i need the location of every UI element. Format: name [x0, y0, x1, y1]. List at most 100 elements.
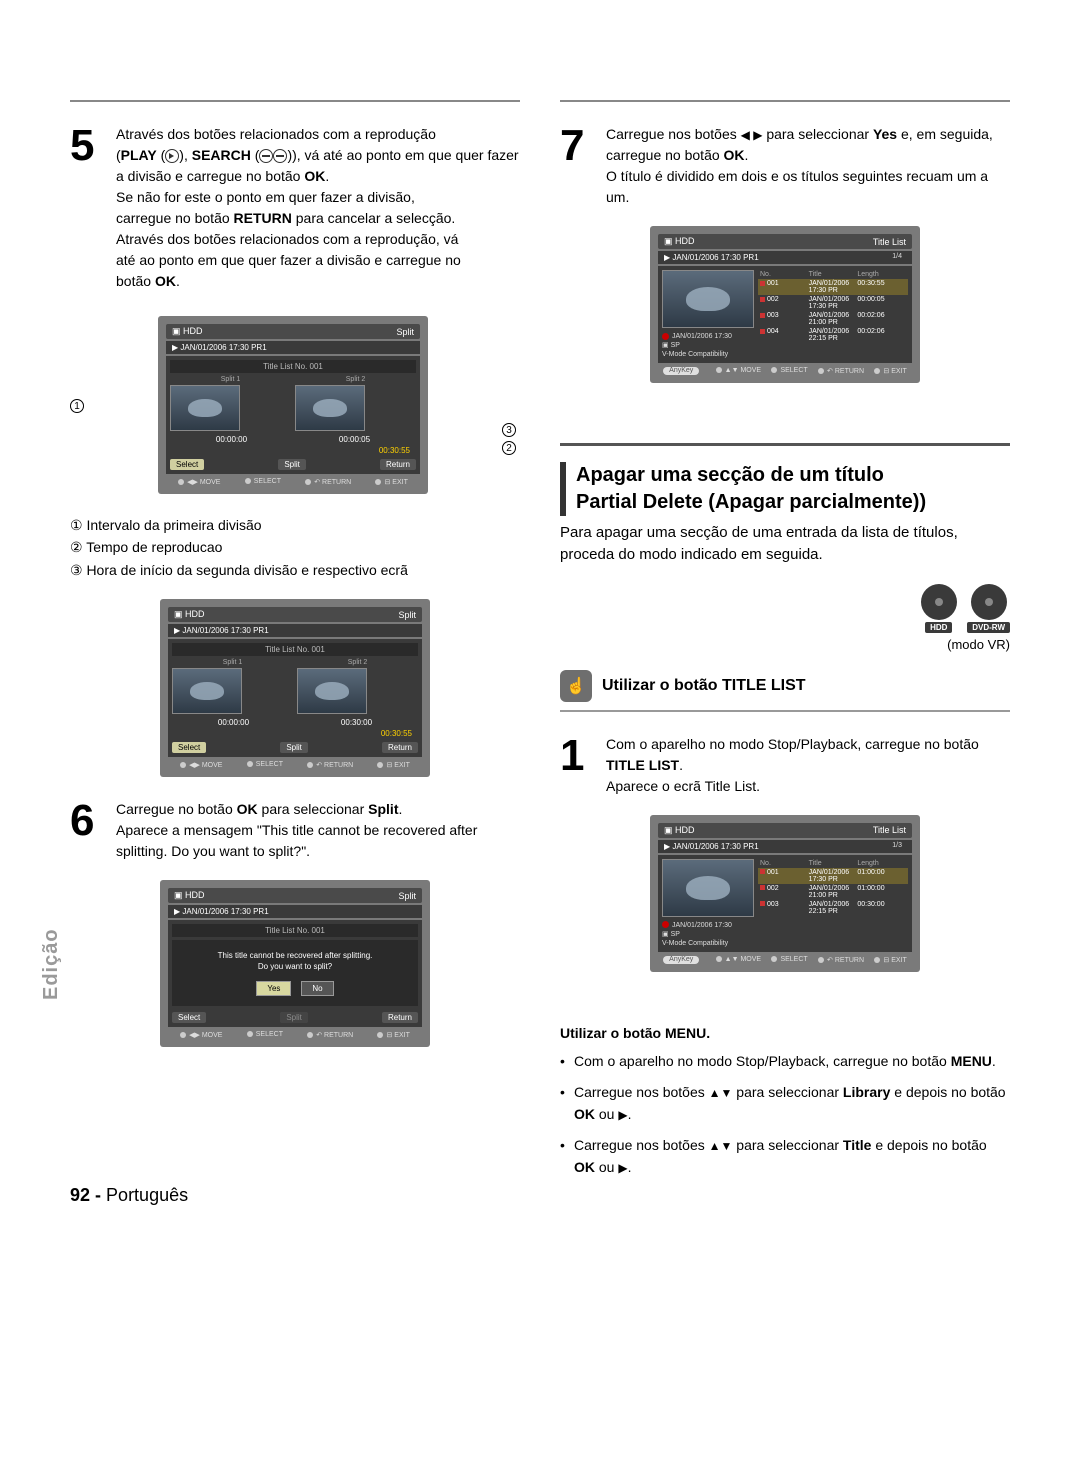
- disc-icons: HDD DVD-RW: [560, 584, 1010, 633]
- tl-row-2[interactable]: 002JAN/01/2006 17:30 PR00:00:05: [758, 295, 908, 311]
- tl-vmode: V-Mode Compatibility: [662, 350, 754, 359]
- search-fwd-icon: [273, 149, 287, 163]
- th-title: Title: [809, 271, 858, 278]
- osd2-s1: Split 1: [172, 659, 293, 666]
- tl-info: JAN/01/2006 17:30 ▣ SP V-Mode Compatibil…: [662, 332, 754, 359]
- s6-c: .: [399, 801, 403, 817]
- dialog-no[interactable]: No: [301, 981, 333, 996]
- tlb-row-3[interactable]: 003JAN/01/2006 22:15 PR00:30:00: [758, 900, 908, 916]
- f-return: RETURN: [324, 762, 353, 769]
- split2-label: Split 2: [295, 376, 416, 383]
- tlb-sp: SP: [671, 931, 680, 938]
- osd-hdd: HDD: [183, 326, 203, 336]
- osd2-btn-return[interactable]: Return: [382, 742, 418, 753]
- section-bar: [560, 462, 566, 516]
- osd2-t2: 00:30:00: [341, 718, 372, 727]
- osd-listno: Title List No. 001: [170, 360, 416, 373]
- s6-ok: OK: [237, 801, 258, 817]
- tlf-return: RETURN: [835, 368, 864, 375]
- search-back-icon: [259, 149, 273, 163]
- subsection-row: ☝ Utilizar o botão TITLE LIST: [560, 670, 1010, 702]
- callout-3: 3: [502, 423, 516, 437]
- tlb-row-2[interactable]: 002JAN/01/2006 21:00 PR01:00:00: [758, 884, 908, 900]
- hand-icon: ☝: [560, 670, 592, 702]
- hdd-disc-icon: HDD: [921, 584, 957, 633]
- osd3-sel: Select: [172, 1012, 206, 1023]
- tl-row-1[interactable]: 001JAN/01/2006 17:30 PR00:30:55: [758, 279, 908, 295]
- tlb-row-1[interactable]: 001JAN/01/2006 17:30 PR01:00:00: [758, 868, 908, 884]
- osd3-hdd: HDD: [185, 890, 205, 900]
- legend: ① Intervalo da primeira divisão ② Tempo …: [70, 514, 520, 581]
- thb-no: No.: [760, 860, 809, 867]
- osd2-s2: Split 2: [297, 659, 418, 666]
- tlb-title: Title List: [873, 825, 906, 835]
- right-arrow-icon-2: [618, 1159, 627, 1175]
- right-column: 7 Carregue nos botões para seleccionar Y…: [560, 100, 1010, 1186]
- dvdrw-disc-icon: DVD-RW: [967, 584, 1010, 633]
- step-1-text: Com o aparelho no modo Stop/Playback, ca…: [606, 734, 1010, 797]
- rec-icon: [662, 333, 669, 340]
- tlb-vmode: V-Mode Compatibility: [662, 939, 754, 948]
- tlbf-select: SELECT: [780, 956, 807, 963]
- osd3-split: Split: [280, 1012, 308, 1023]
- tlb-thumb: [662, 859, 754, 917]
- step-1: 1 Com o aparelho no modo Stop/Playback, …: [560, 734, 1010, 797]
- s7-l2: O título é dividido em dois e os títulos…: [606, 168, 988, 205]
- tlb-info: JAN/01/2006 17:30 ▣ SP V-Mode Compatibil…: [662, 921, 754, 948]
- dialog-yes[interactable]: Yes: [256, 981, 291, 996]
- step-5-text: Através dos botões relacionados com a re…: [116, 124, 520, 292]
- osd-split-dialog: ▣ HDDSplit ▶ JAN/01/2006 17:30 PR1 Title…: [160, 880, 430, 1047]
- line: Através dos botões relacionados com a re…: [116, 231, 458, 247]
- legend-3: ③ Hora de início da segunda divisão e re…: [70, 559, 520, 581]
- tl-row-4[interactable]: 004JAN/01/2006 22:15 PR00:02:06: [758, 327, 908, 343]
- tlb-date: JAN/01/2006 17:30: [672, 922, 732, 929]
- tl-sub: JAN/01/2006 17:30 PR1: [672, 253, 758, 262]
- ok-label: OK: [304, 168, 325, 184]
- osd3-ret: Return: [382, 1012, 418, 1023]
- step-5: 5 Através dos botões relacionados com a …: [70, 124, 520, 292]
- osd-btn-split[interactable]: Split: [278, 459, 306, 470]
- up-down-icon: [709, 1084, 733, 1100]
- foot-move: MOVE: [200, 479, 221, 486]
- osd2-thumb2: [297, 668, 367, 714]
- left-column: 5 Através dos botões relacionados com a …: [70, 100, 520, 1186]
- osd-btn-return[interactable]: Return: [380, 459, 416, 470]
- line: Se não for este o ponto em quer fazer a …: [116, 189, 415, 205]
- line: até ao ponto em que quer fazer a divisão…: [116, 252, 461, 268]
- tl-row-3[interactable]: 003JAN/01/2006 21:00 PR00:02:06: [758, 311, 908, 327]
- page-footer: 92 - Português: [70, 1185, 188, 1206]
- osd-btn-select[interactable]: Select: [170, 459, 204, 470]
- tlbf-exit: EXIT: [891, 957, 907, 964]
- osd2-btn-split[interactable]: Split: [280, 742, 308, 753]
- osd3-sub: JAN/01/2006 17:30 PR1: [182, 907, 268, 916]
- step-7-text: Carregue nos botões para seleccionar Yes…: [606, 124, 1010, 208]
- s6-a: Carregue no botão: [116, 801, 237, 817]
- split2-thumb: [295, 385, 365, 431]
- tlf-move: MOVE: [740, 367, 761, 374]
- osd2-thumb1: [172, 668, 242, 714]
- rec-icon-b: [662, 921, 669, 928]
- s6-msg: Aparece a mensagem "This title cannot be…: [116, 822, 477, 859]
- f-exit: EXIT: [394, 762, 410, 769]
- s7-b: para seleccionar: [762, 126, 873, 142]
- menu-bullet-3: Carregue nos botões para seleccionar Tit…: [560, 1134, 1010, 1179]
- foot-select: SELECT: [254, 478, 281, 485]
- osd-title-list: ▣ HDDTitle List ▶ JAN/01/2006 17:30 PR11…: [650, 226, 920, 383]
- osd2-t1: 00:00:00: [218, 718, 249, 727]
- osd2-title: Split: [398, 610, 416, 620]
- tlb-sub: JAN/01/2006 17:30 PR1: [672, 842, 758, 851]
- page-columns: 5 Através dos botões relacionados com a …: [70, 100, 1010, 1186]
- play-icon: [165, 149, 179, 163]
- osd2-btn-select[interactable]: Select: [172, 742, 206, 753]
- subsection-title: Utilizar o botão TITLE LIST: [602, 677, 806, 695]
- t1: 00:00:00: [216, 435, 247, 444]
- split1-label: Split 1: [170, 376, 291, 383]
- f-select: SELECT: [256, 761, 283, 768]
- confirm-dialog: This title cannot be recovered after spl…: [172, 940, 418, 1006]
- th-no: No.: [760, 271, 809, 278]
- callout-2: 2: [502, 441, 516, 455]
- legend-1: ① Intervalo da primeira divisão: [70, 514, 520, 536]
- osd2-listno: Title List No. 001: [172, 643, 418, 656]
- total-time: 00:30:55: [170, 446, 416, 455]
- tlb-hdd: HDD: [675, 825, 695, 835]
